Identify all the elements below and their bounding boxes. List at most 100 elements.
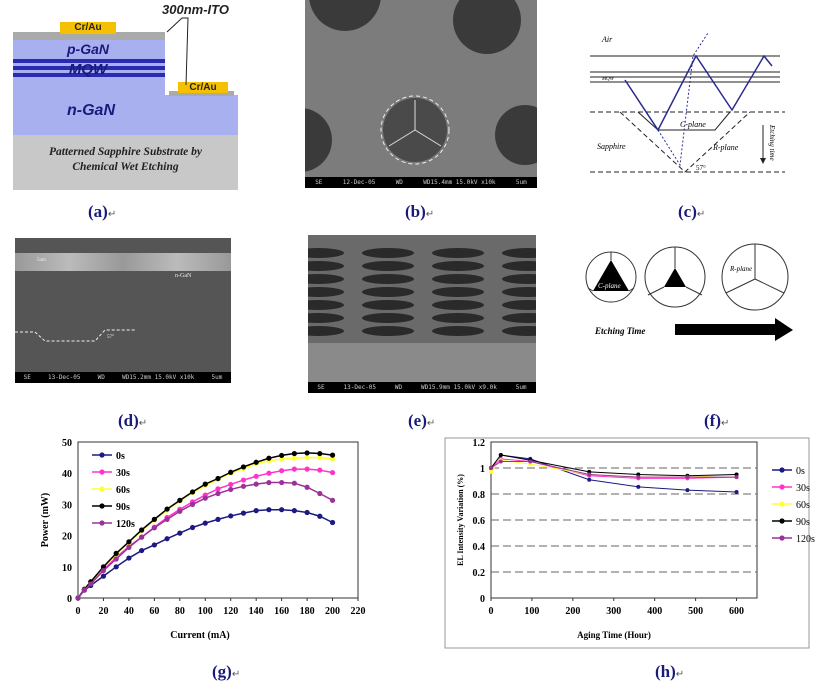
etched-profile: 57° xyxy=(15,329,135,342)
data-point-90s xyxy=(177,497,183,503)
y-tick-label: 0.6 xyxy=(473,516,486,527)
legend-label-0s: 0s xyxy=(116,451,125,462)
x-tick-label: 0 xyxy=(489,606,494,617)
data-point-60s xyxy=(279,456,285,462)
column-ridge xyxy=(502,313,536,323)
data-point-120s xyxy=(528,459,533,464)
data-point-120s xyxy=(164,516,170,522)
x-tick-label: 400 xyxy=(647,606,662,617)
data-point-0s xyxy=(139,547,145,554)
legend-marker-60s xyxy=(99,486,105,492)
data-point-90s xyxy=(266,455,272,461)
data-point-90s xyxy=(164,506,170,512)
data-point-0s xyxy=(215,516,221,522)
data-point-120s xyxy=(151,525,157,531)
mqw-label: MQW xyxy=(68,61,108,78)
column-ridge xyxy=(502,326,536,336)
legend-label-90s: 90s xyxy=(116,502,130,513)
data-point-0s xyxy=(189,524,196,531)
legend-label-60s: 60s xyxy=(796,500,810,511)
data-point-0s xyxy=(113,564,119,570)
column-ridge xyxy=(432,313,484,323)
data-point-90s xyxy=(498,453,503,457)
column-ridge xyxy=(362,248,414,258)
x-tick-label: 600 xyxy=(729,606,744,617)
x-tick-label: 300 xyxy=(606,606,621,617)
substrate-label: Patterned Sapphire Substrate by Chemical… xyxy=(13,145,238,175)
column-ridge xyxy=(432,274,484,284)
x-tick-label: 40 xyxy=(124,606,134,617)
etched-columns xyxy=(308,248,536,382)
data-point-120s xyxy=(317,490,323,497)
data-point-0s xyxy=(329,519,336,526)
column-ridge xyxy=(432,248,484,258)
legend-marker-30s xyxy=(99,469,105,475)
data-point-120s xyxy=(126,544,132,551)
data-point-120s xyxy=(587,472,592,477)
sapphire-label: Sapphire xyxy=(597,142,626,151)
data-point-0s xyxy=(202,520,208,526)
sem-info-bar: SE 13-Dec-05 WD WD15.9mm 15.0kV x9.0k 5um xyxy=(308,382,536,393)
data-point-60s xyxy=(317,455,323,461)
column-ridge xyxy=(502,287,536,297)
data-point-30s xyxy=(228,481,234,488)
data-point-120s xyxy=(291,480,297,486)
data-point-120s xyxy=(734,475,739,480)
y-tick-label: 50 xyxy=(62,438,72,449)
legend-marker-60s xyxy=(779,501,785,507)
column-ridge xyxy=(362,261,414,271)
data-point-120s xyxy=(685,475,690,480)
legend-label-120s: 120s xyxy=(796,534,815,545)
data-point-0s xyxy=(164,536,170,542)
panel-e-sem-image: SE 13-Dec-05 WD WD15.9mm 15.0kV x9.0k 5um xyxy=(308,235,536,393)
contact-n: Cr/Au xyxy=(178,82,228,93)
panel-label-d: (d)↵ xyxy=(118,411,148,430)
data-point-120s xyxy=(202,495,208,501)
sem-info-bar: SE 12-Dec-05 WD WD15.4mm 15.0kV x10k 5um xyxy=(305,177,537,188)
legend-marker-90s xyxy=(99,503,105,509)
data-point-30s xyxy=(329,469,336,476)
legend-label-120s: 120s xyxy=(116,519,135,530)
data-point-120s xyxy=(177,508,183,514)
column-ridge xyxy=(502,300,536,310)
data-point-120s xyxy=(215,490,221,497)
x-tick-label: 160 xyxy=(274,606,289,617)
data-point-120s xyxy=(88,581,94,587)
series-line-120s xyxy=(77,481,333,599)
column-ridge xyxy=(502,248,536,258)
data-point-120s xyxy=(636,475,641,480)
panel-b-sem-image: SE 12-Dec-05 WD WD15.4mm 15.0kV x10k 5um xyxy=(305,0,537,188)
x-tick-label: 200 xyxy=(325,606,340,617)
angle-label: 57° xyxy=(107,335,114,340)
data-point-120s xyxy=(139,534,145,540)
column-ridge xyxy=(362,274,414,284)
column-ridge xyxy=(432,287,484,297)
column-ridge xyxy=(362,300,414,310)
thickness-label: 5um xyxy=(37,258,46,263)
panel-label-c: (c)↵ xyxy=(678,202,706,221)
data-point-120s xyxy=(113,556,119,562)
x-tick-label: 100 xyxy=(198,606,213,617)
data-point-120s xyxy=(266,479,272,486)
data-point-0s xyxy=(177,530,183,536)
data-point-0s xyxy=(228,513,234,519)
data-point-120s xyxy=(253,481,259,487)
y-tick-label: 0 xyxy=(480,594,485,605)
data-point-120s xyxy=(329,497,336,503)
c-plane-label: C-plane xyxy=(680,120,706,129)
column-ridge xyxy=(308,274,344,284)
data-point-0s xyxy=(100,573,107,579)
data-point-60s xyxy=(304,455,310,461)
panel-label-g: (g)↵ xyxy=(212,662,241,681)
column-ridge xyxy=(362,326,414,336)
data-point-90s xyxy=(304,450,310,456)
panel-label-b: (b)↵ xyxy=(405,202,435,221)
data-point-90s xyxy=(279,452,285,459)
panel-f-etching-evolution: C-plane R-plane Etching Time xyxy=(585,243,793,341)
column-ridge xyxy=(308,287,344,297)
legend-marker-30s xyxy=(779,484,785,490)
data-point-90s xyxy=(113,550,119,556)
x-tick-label: 200 xyxy=(565,606,580,617)
x-tick-label: 100 xyxy=(524,606,539,617)
